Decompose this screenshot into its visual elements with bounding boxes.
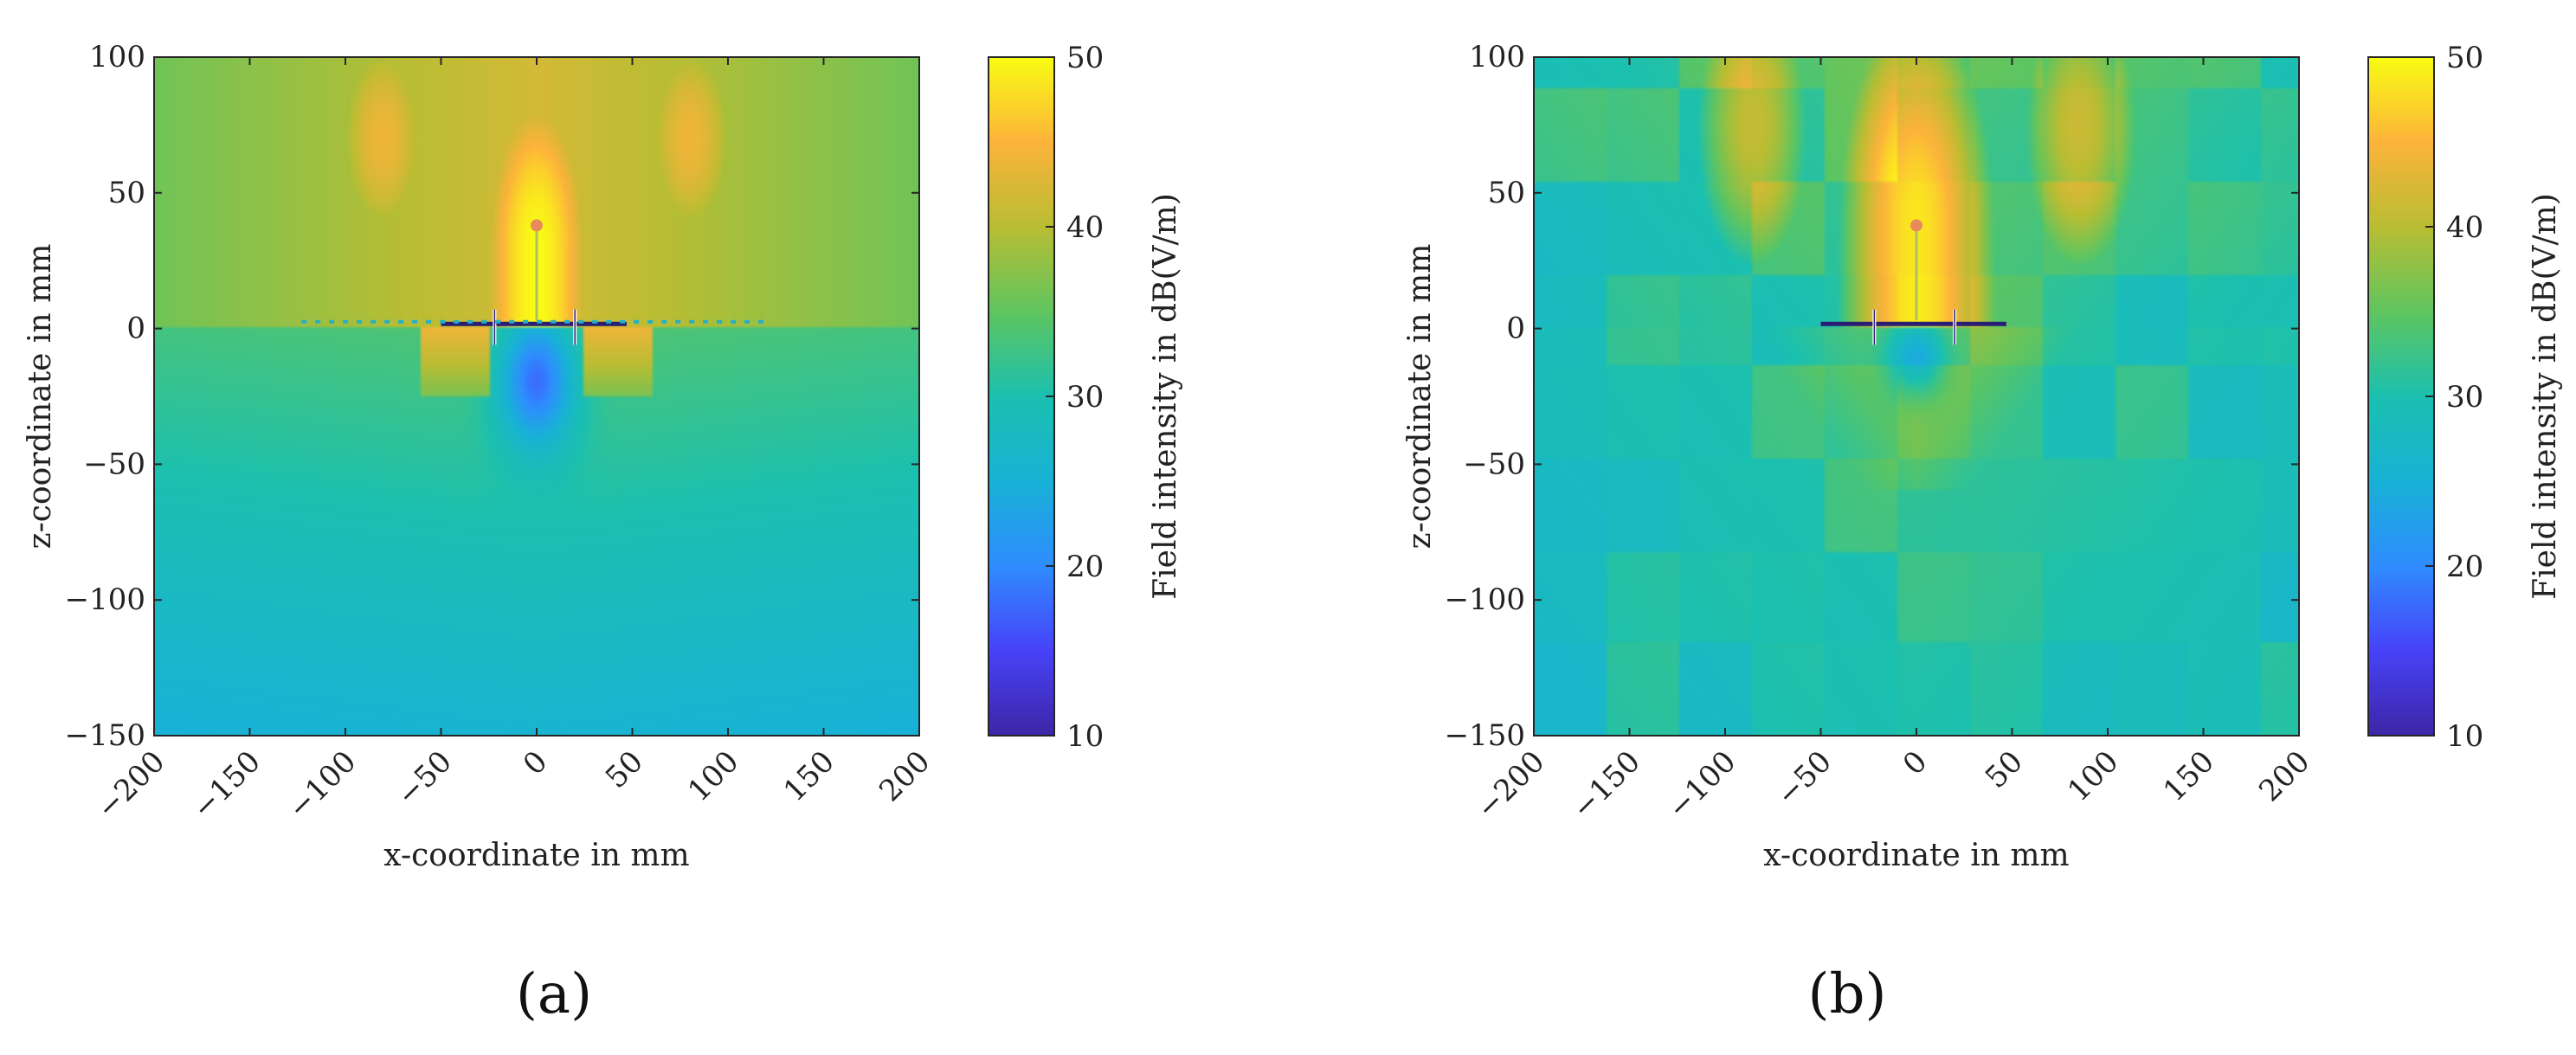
antenna-structure <box>1820 219 2006 345</box>
y-tick-label: 50 <box>1488 176 1525 210</box>
y-tick-label: 100 <box>1469 40 1525 74</box>
x-tick-label: −50 <box>1770 744 1839 813</box>
y-tick-label: −50 <box>83 447 145 481</box>
colorbar-tick-label: 50 <box>1066 41 1104 75</box>
colorbar-label: Field intensity in dB(V/m) <box>2528 193 2563 600</box>
colorbar-tick-label: 40 <box>2446 210 2483 245</box>
x-axis-label: x-coordinate in mm <box>383 838 689 873</box>
x-axis-label: x-coordinate in mm <box>1763 838 2069 873</box>
x-tick-label: −200 <box>90 744 171 826</box>
colorbar-tick-label: 50 <box>2446 41 2483 75</box>
x-tick-label: 50 <box>1979 744 2030 795</box>
y-tick-label: 0 <box>1506 312 1525 346</box>
panel-label: (a) <box>516 962 592 1026</box>
panel-b: −200 −150 −100 −50 0 50 100 150 200−150−100−5005… <box>1402 40 2563 1026</box>
y-tick-label: −150 <box>1445 718 1525 753</box>
panel-a: −200 −150 −100 −50 0 50 100 150 200−150−100−5005… <box>23 40 1183 1026</box>
colorbar-tick-label: 40 <box>1066 210 1104 245</box>
colorbar-tick-label: 20 <box>2446 550 2483 584</box>
field-heatmap <box>154 57 919 736</box>
colorbar: 10 20 30 40 50 Field intensity in dB(V/m) <box>2367 41 2563 754</box>
antenna-plate <box>1820 321 2006 326</box>
y-tick-label: 50 <box>108 176 145 210</box>
x-tick-label: −150 <box>1566 744 1647 826</box>
feed-point <box>531 219 543 232</box>
x-tick-label: −50 <box>390 744 459 813</box>
colorbar-tick-label: 10 <box>1066 719 1104 754</box>
colorbar: 10 20 30 40 50 Field intensity in dB(V/m) <box>988 41 1183 754</box>
field-heatmap <box>1534 57 2299 736</box>
x-tick-label: 0 <box>1897 744 1935 782</box>
x-tick-label: 200 <box>873 744 937 808</box>
x-tick-label: 150 <box>777 744 841 808</box>
antenna-structure <box>301 219 772 345</box>
x-tick-label: 150 <box>2157 744 2221 808</box>
x-tick-label: 0 <box>517 744 555 782</box>
colorbar-label: Field intensity in dB(V/m) <box>1148 193 1183 600</box>
y-tick-label: −100 <box>65 582 145 617</box>
colorbar-tick-label: 30 <box>1066 380 1104 415</box>
y-axis-label: z-coordinate in mm <box>1402 244 1438 550</box>
x-tick-label: 100 <box>681 744 745 808</box>
x-tick-label: 100 <box>2061 744 2125 808</box>
x-tick-label: −100 <box>281 744 363 826</box>
colorbar-tick-label: 20 <box>1066 550 1104 584</box>
y-tick-label: 100 <box>89 40 145 74</box>
panel-label: (b) <box>1808 962 1887 1026</box>
x-tick-label: 200 <box>2252 744 2316 808</box>
y-tick-label: 0 <box>126 312 145 346</box>
y-tick-label: −50 <box>1463 447 1525 481</box>
colorbar-tick-label: 10 <box>2446 719 2483 754</box>
colorbar-gradient <box>2368 57 2434 736</box>
x-tick-label: −150 <box>186 744 267 826</box>
x-tick-label: 50 <box>599 744 650 795</box>
antenna-plate <box>441 321 627 326</box>
colorbar-tick-label: 30 <box>2446 380 2483 415</box>
y-axis-label: z-coordinate in mm <box>23 244 58 550</box>
x-tick-label: −100 <box>1661 744 1742 826</box>
feed-point <box>1910 219 1922 232</box>
y-tick-label: −100 <box>1445 582 1525 617</box>
colorbar-gradient <box>989 57 1054 736</box>
x-tick-label: −200 <box>1470 744 1551 826</box>
y-tick-label: −150 <box>65 718 145 753</box>
